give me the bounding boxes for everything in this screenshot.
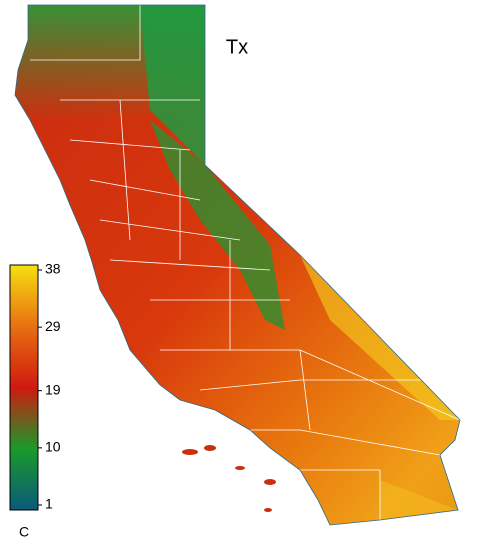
colorbar-tick-label: 10 xyxy=(45,439,61,455)
state-outline xyxy=(14,4,461,526)
colorbar xyxy=(9,264,39,511)
colorbar-tick-label: 38 xyxy=(45,261,61,277)
colorbar-tick-label: 1 xyxy=(45,496,53,512)
map-title: Tx xyxy=(226,36,248,58)
colorbar-tick-label: 19 xyxy=(45,381,61,397)
islands xyxy=(182,445,276,512)
colorbar-tick-label: 29 xyxy=(45,318,61,334)
colorbar-unit: C xyxy=(19,524,29,540)
